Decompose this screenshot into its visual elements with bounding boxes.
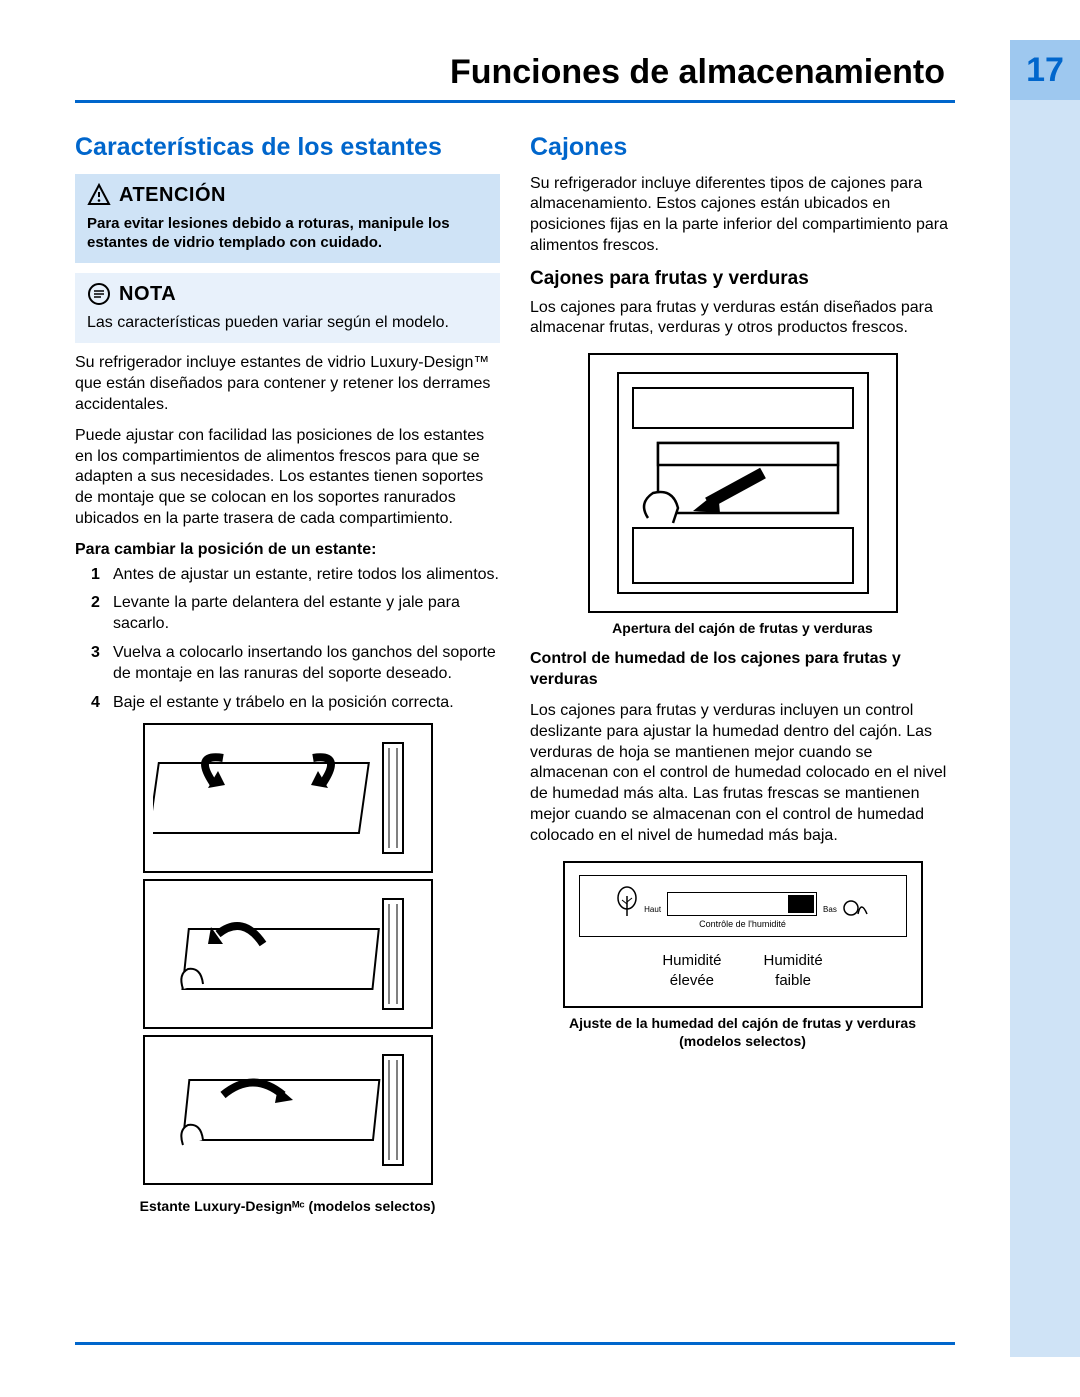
note-icon bbox=[87, 282, 111, 306]
warning-icon bbox=[87, 183, 111, 207]
attention-title: ATENCIÓN bbox=[119, 182, 226, 208]
shelf-figure-3 bbox=[143, 1035, 433, 1185]
drawer-figure bbox=[588, 353, 898, 613]
sub-heading-humidity: Control de humedad de los cajones para f… bbox=[530, 649, 955, 691]
humidity-slider bbox=[667, 892, 817, 916]
humidity-body: Los cajones para frutas y verduras inclu… bbox=[530, 701, 955, 847]
attention-callout: ATENCIÓN Para evitar lesiones debido a r… bbox=[75, 174, 500, 263]
note-callout: NOTA Las características pueden variar s… bbox=[75, 273, 500, 344]
section-heading-drawers: Cajones bbox=[530, 131, 955, 164]
humidity-high-label: Humiditéélevée bbox=[662, 951, 721, 990]
page-title: Funciones de almacenamiento bbox=[75, 50, 1025, 94]
note-body: Las características pueden variar según … bbox=[87, 313, 488, 334]
step-4: 4Baje el estante y trábelo en la posició… bbox=[97, 693, 500, 714]
attention-body: Para evitar lesiones debido a roturas, m… bbox=[87, 214, 488, 253]
left-column: Características de los estantes ATENCIÓN… bbox=[75, 131, 500, 1215]
page-content: Funciones de almacenamiento Característi… bbox=[0, 0, 1080, 1256]
step-4-text: Baje el estante y trábelo en la posición… bbox=[113, 694, 454, 711]
page-number-tab: 17 bbox=[1010, 40, 1080, 100]
humidity-control-label: Contrôle de l'humidité bbox=[588, 919, 898, 931]
sub-heading-crisper: Cajones para frutas y verduras bbox=[530, 267, 955, 292]
para-luxury-design: Su refrigerador incluye estantes de vidr… bbox=[75, 353, 500, 415]
page-side-strip bbox=[1010, 100, 1080, 1357]
humidity-figure: Haut Bas Contrôle de l'humidité Humidité… bbox=[563, 861, 923, 1009]
step-1-text: Antes de ajustar un estante, retire todo… bbox=[113, 566, 499, 583]
step-3-text: Vuelva a colocarlo insertando los gancho… bbox=[113, 644, 496, 682]
shelf-figure-stack: Estante Luxury-Designᴹᶜ (modelos selecto… bbox=[75, 723, 500, 1215]
shelf-figure-caption: Estante Luxury-Designᴹᶜ (modelos selecto… bbox=[140, 1197, 436, 1215]
humidity-slider-handle bbox=[788, 895, 814, 913]
note-title: NOTA bbox=[119, 281, 176, 307]
section-heading-shelves: Características de los estantes bbox=[75, 131, 500, 164]
shelf-figure-2 bbox=[143, 879, 433, 1029]
humidity-panel: Haut Bas Contrôle de l'humidité bbox=[579, 875, 907, 938]
para-adjust: Puede ajustar con facilidad las posicion… bbox=[75, 426, 500, 530]
footer-rule bbox=[75, 1342, 955, 1345]
humidity-figure-caption-1: Ajuste de la humedad del cajón de frutas… bbox=[530, 1014, 955, 1032]
steps-title: Para cambiar la posición de un estante: bbox=[75, 540, 500, 561]
tree-icon bbox=[616, 886, 638, 916]
step-2-text: Levante la parte delantera del estante y… bbox=[113, 594, 460, 632]
step-1: 1Antes de ajustar un estante, retire tod… bbox=[97, 565, 500, 586]
crisper-body: Los cajones para frutas y verduras están… bbox=[530, 298, 955, 340]
step-3: 3Vuelva a colocarlo insertando los ganch… bbox=[97, 643, 500, 685]
humidity-figure-caption-2: (modelos selectos) bbox=[530, 1032, 955, 1050]
humidity-low-label: Humiditéfaible bbox=[764, 951, 823, 990]
humidity-label-haut: Haut bbox=[644, 905, 661, 915]
fruit-icon bbox=[843, 894, 869, 916]
header-rule bbox=[75, 100, 955, 103]
shelf-figure-1 bbox=[143, 723, 433, 873]
step-2: 2Levante la parte delantera del estante … bbox=[97, 593, 500, 635]
humidity-label-bas: Bas bbox=[823, 905, 837, 915]
drawers-intro: Su refrigerador incluye diferentes tipos… bbox=[530, 174, 955, 257]
steps-list: 1Antes de ajustar un estante, retire tod… bbox=[75, 565, 500, 714]
drawer-figure-caption: Apertura del cajón de frutas y verduras bbox=[530, 619, 955, 637]
right-column: Cajones Su refrigerador incluye diferent… bbox=[530, 131, 955, 1215]
